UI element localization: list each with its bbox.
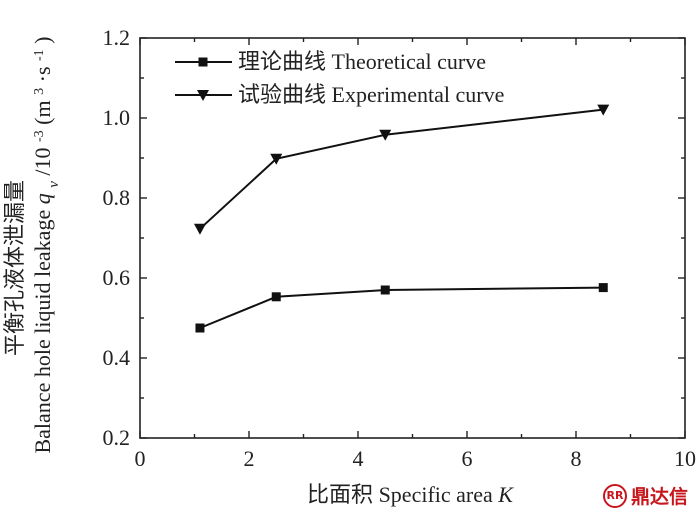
logo-badge-icon: RR: [602, 483, 627, 508]
data-point-experimental: [379, 129, 392, 141]
y-axis-title-sub: v: [46, 181, 62, 188]
x-tick-label: 10: [674, 446, 696, 471]
x-axis-title-en: Specific area: [379, 482, 493, 507]
y-axis-title-unit-close: ): [30, 36, 55, 43]
series-line-experimental: [199, 108, 604, 230]
y-axis-title-text: Balance hole liquid leakage: [30, 210, 55, 454]
legend-marker-theoretical: [198, 57, 208, 67]
y-tick-label: 0.2: [103, 425, 131, 450]
legend: 理论曲线 Theoretical curve 试验曲线 Experimental …: [175, 49, 504, 107]
y-axis-title-unit-mid: ·s: [30, 66, 55, 82]
x-tick-label: 8: [571, 446, 582, 471]
data-point-experimental: [270, 153, 283, 165]
y-tick-label: 1.2: [103, 25, 131, 50]
y-axis-title-en: Balance hole liquid leakage q v /10 -3 (…: [30, 36, 62, 453]
x-axis-title-zh: 比面积: [307, 482, 373, 507]
x-axis-title: 比面积 Specific area K: [307, 482, 514, 507]
y-axis-title-unit-s-exp: -1: [32, 49, 47, 61]
y-tick-label: 0.6: [103, 265, 131, 290]
y-tick-label: 0.4: [103, 345, 131, 370]
data-point-experimental: [597, 104, 610, 116]
x-tick-label: 2: [244, 446, 255, 471]
y-tick-label: 1.0: [103, 105, 131, 130]
x-axis-title-var: K: [497, 482, 514, 507]
y-axis-title-unit-exp: -3: [32, 130, 47, 142]
legend-label-experimental: 试验曲线 Experimental curve: [238, 82, 504, 107]
data-point-theoretical: [271, 292, 281, 302]
legend-label-theoretical: 理论曲线 Theoretical curve: [238, 49, 486, 74]
x-tick-label: 0: [135, 446, 146, 471]
watermark-logo: RR 鼎达信: [602, 482, 688, 509]
x-tick-label: 4: [353, 446, 364, 471]
series-line-theoretical: [199, 286, 604, 329]
x-tick-label: 6: [462, 446, 473, 471]
y-axis-title-zh: 平衡孔液体泄漏量: [2, 180, 27, 356]
data-point-theoretical: [195, 323, 205, 333]
y-axis-title-var: q: [30, 193, 55, 204]
data-point-experimental: [193, 223, 206, 235]
logo-text: 鼎达信: [630, 486, 688, 508]
data-point-theoretical: [380, 285, 390, 295]
ticks: 0 2 4 6 8 10 0.2 0.4 0.6 0.8 1.0 1.2: [103, 25, 697, 471]
y-axis-title-unit-m-exp: 3: [32, 88, 47, 95]
y-axis-title-unit-open: (m: [30, 100, 55, 124]
series-layer: [193, 104, 610, 333]
y-tick-label: 0.8: [103, 185, 131, 210]
data-point-theoretical: [598, 283, 608, 293]
y-axis-title-unit-prefix: /10: [30, 147, 55, 175]
legend-marker-experimental: [197, 90, 209, 101]
